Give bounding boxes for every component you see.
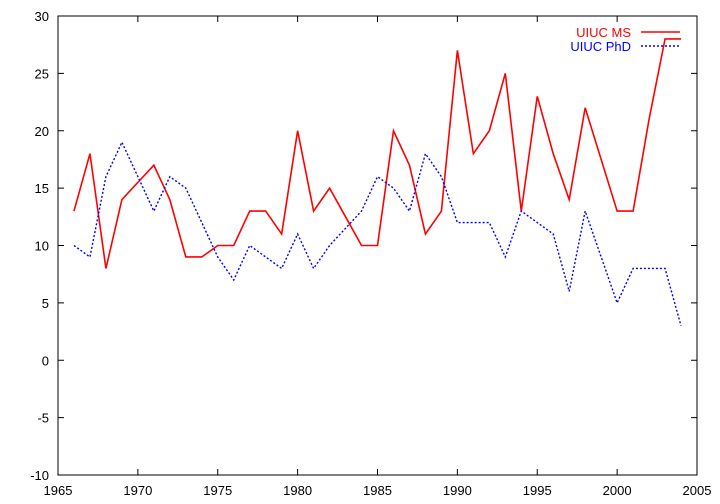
x-tick-label: 1985 [363,483,392,498]
legend-label: UIUC MS [576,25,631,40]
x-tick-label: 2005 [683,483,712,498]
y-tick-label: 0 [42,353,49,368]
series-line-uiuc-ms [73,38,682,269]
y-tick-label: 20 [35,124,49,139]
x-axis-ticks: 1965 1970 1975 1980 1985 1990 1995 2000 2005 [44,16,712,498]
y-tick-label: 15 [35,181,49,196]
y-axis-ticks: -10 -5 0 5 10 15 20 25 30 [30,9,697,483]
series-line-uiuc-phd [73,140,682,327]
y-tick-label: 10 [35,239,49,254]
legend-label: UIUC PhD [570,39,631,54]
y-tick-label: -5 [37,411,49,426]
y-tick-label: 30 [35,9,49,24]
y-tick-label: -10 [30,468,49,483]
x-tick-label: 2000 [603,483,632,498]
x-tick-label: 1970 [123,483,152,498]
x-tick-label: 1965 [44,483,73,498]
y-tick-label: 5 [42,296,49,311]
x-tick-label: 1990 [443,483,472,498]
x-tick-label: 1975 [203,483,232,498]
x-tick-label: 1980 [283,483,312,498]
series-lines [73,38,682,327]
x-tick-label: 1995 [523,483,552,498]
y-tick-label: 25 [35,66,49,81]
